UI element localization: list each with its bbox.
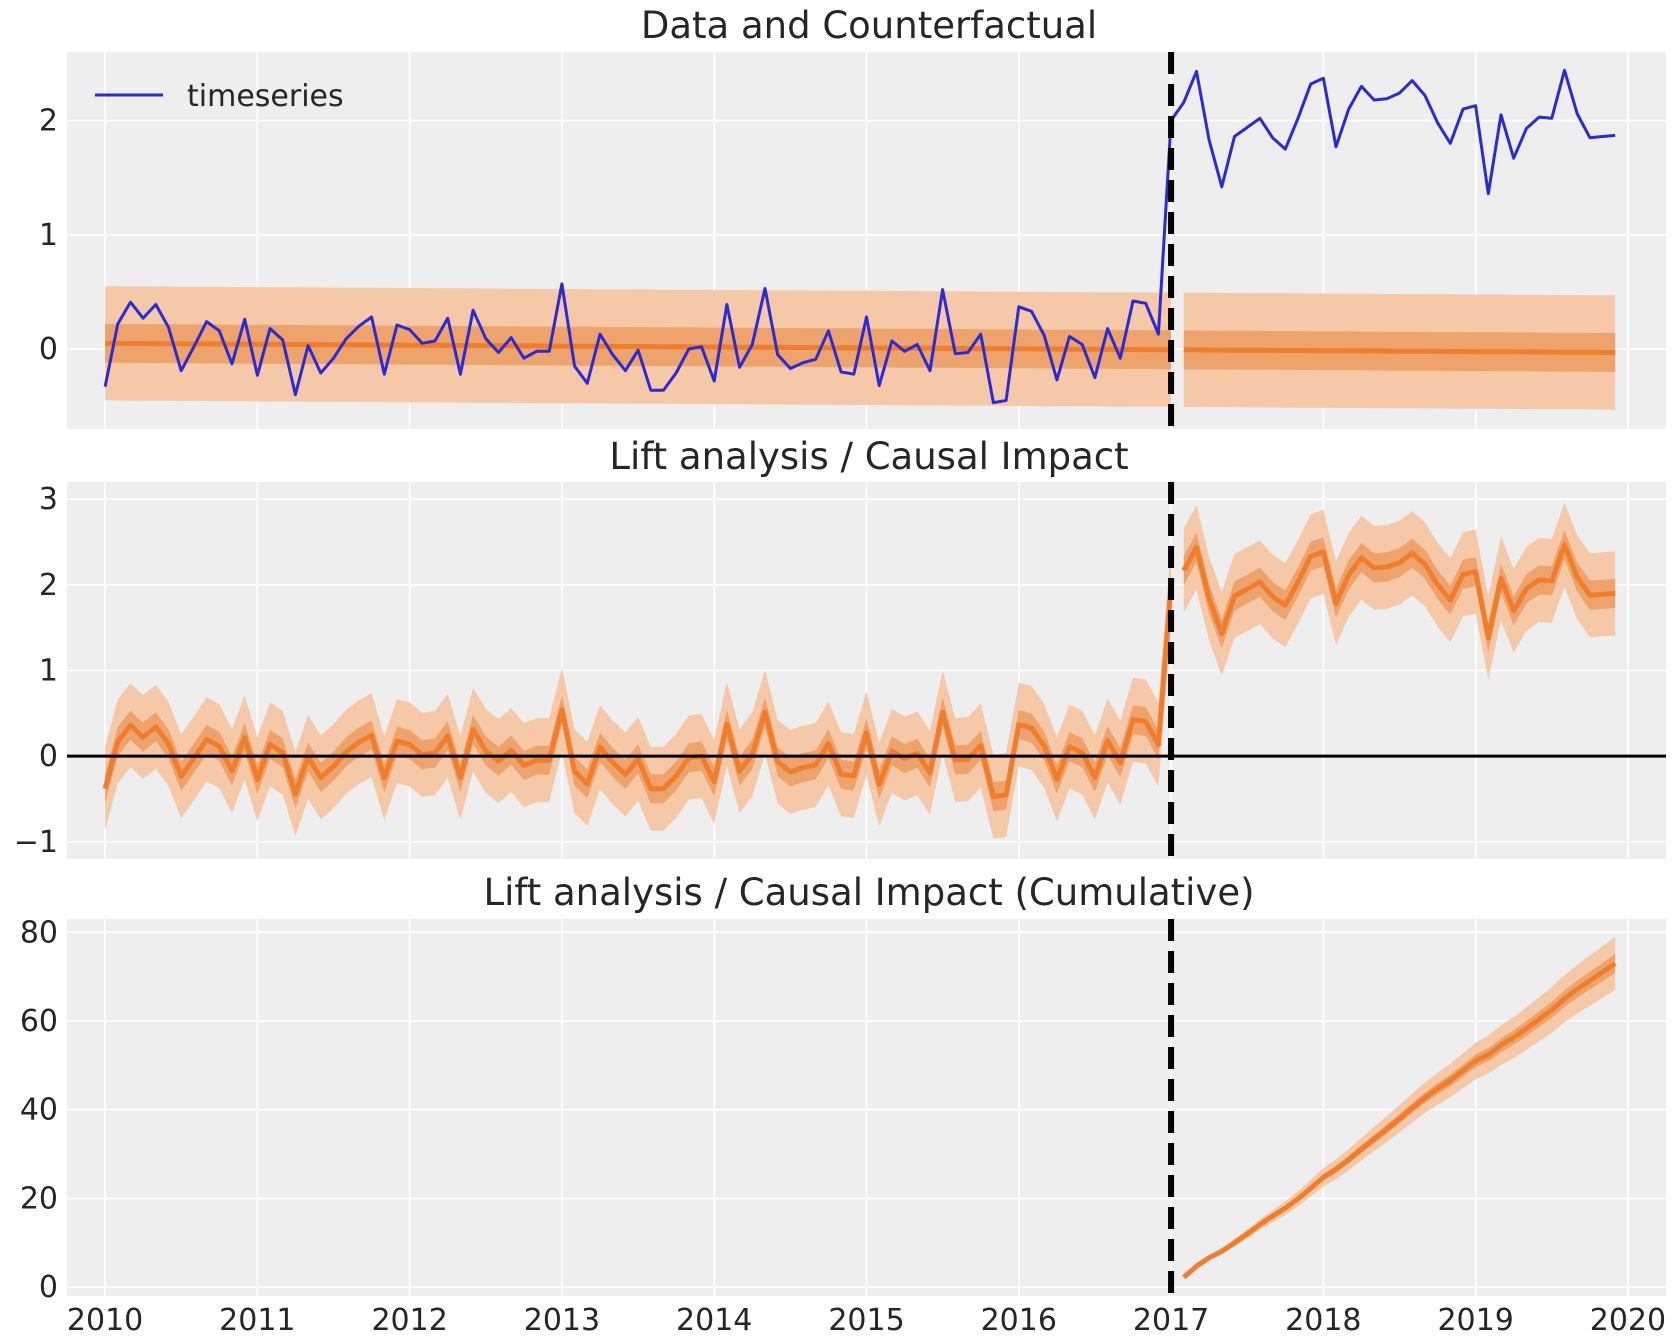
panel-lift: Lift analysis / Causal Impact −1 0 1 2 3 [14,435,1666,860]
panel-2-y-ticks: −1 0 1 2 3 [14,482,58,860]
panel-1-title: Data and Counterfactual [641,4,1097,47]
y-tick-label: 2 [39,104,58,139]
y-tick-label: 60 [20,1004,58,1039]
x-tick-label: 2010 [67,1303,143,1338]
panel-2-lines [67,482,1666,859]
cumulative-lift-line [1182,961,1617,1280]
lift-outer-band-post [1183,502,1616,680]
lift-inner-band-pre [105,569,1172,812]
x-tick-label: 2018 [1285,1303,1361,1338]
x-tick-label: 2013 [524,1303,600,1338]
x-tick-label: 2011 [219,1303,295,1338]
y-tick-label: 1 [39,654,58,689]
legend: timeseries [95,79,344,114]
y-tick-label: 1 [39,218,58,253]
x-tick-label: 2020 [1590,1303,1666,1338]
counterfactual-mean-line-post [1183,347,1616,355]
lift-mean-line-post [1181,542,1616,641]
timeseries-line [103,68,1616,405]
panel-1-y-ticks: 0 1 2 [39,104,58,367]
y-tick-label: 80 [20,915,58,950]
y-tick-label: 3 [39,482,58,517]
y-tick-label: 20 [20,1181,58,1216]
x-tick-label: 2019 [1437,1303,1513,1338]
x-tick-label: 2016 [981,1303,1057,1338]
panel-2-title: Lift analysis / Causal Impact [609,435,1128,478]
panel-3-title: Lift analysis / Causal Impact (Cumulativ… [483,871,1254,914]
panel-1-lines [103,52,1616,429]
x-tick-label: 2014 [676,1303,752,1338]
y-tick-label: 2 [39,568,58,603]
panel-3-y-ticks: 0 20 40 60 80 [20,915,58,1305]
y-tick-label: −1 [14,825,58,860]
y-tick-label: 40 [20,1093,58,1128]
lift-mean-line-pre [102,584,1174,800]
panel-cumulative-lift: Lift analysis / Causal Impact (Cumulativ… [20,871,1666,1305]
y-tick-label: 0 [39,332,58,367]
x-tick-label: 2012 [371,1303,447,1338]
x-tick-label: 2017 [1133,1303,1209,1338]
x-tick-label: 2015 [828,1303,904,1338]
y-tick-label: 0 [39,1270,58,1305]
y-tick-label: 0 [39,739,58,774]
panel-data-counterfactual: Data and Counterfactual 0 1 2 timeseries [39,4,1666,429]
legend-timeseries-label: timeseries [187,79,344,114]
x-axis-ticks: 2010 2011 2012 2013 2014 2015 2016 2017 2018 2019… [67,1303,1666,1338]
cumulative-outer-band [1183,936,1616,1278]
panel-3-lines [1168,919,1617,1296]
